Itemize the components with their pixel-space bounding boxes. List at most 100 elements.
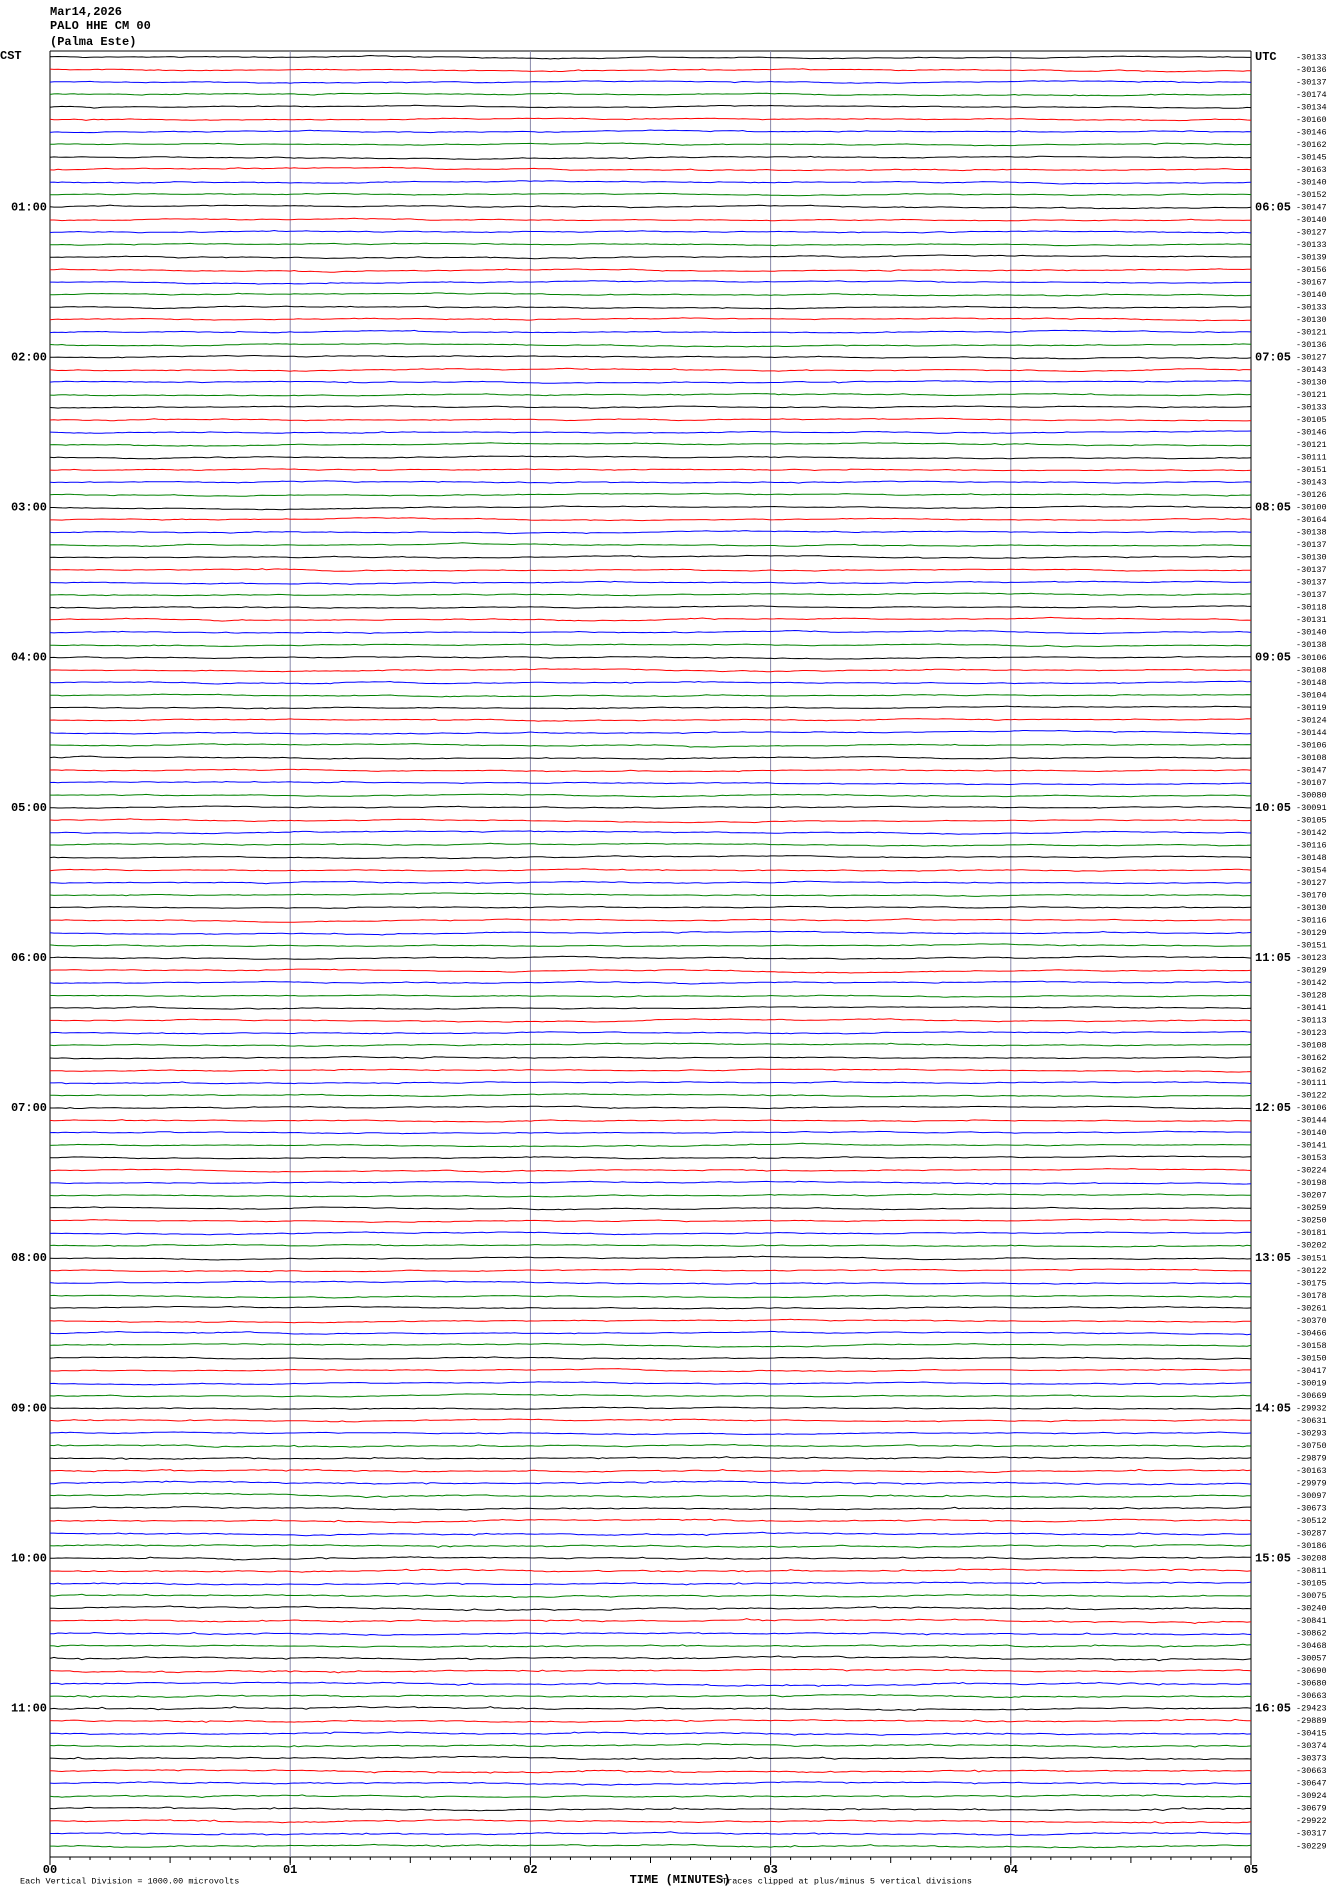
trace-offset-label: -30466 <box>1296 1328 1327 1338</box>
trace <box>50 1506 1251 1511</box>
trace-offset-label: -30123 <box>1296 953 1327 963</box>
trace <box>49 1431 1252 1436</box>
trace <box>49 542 1252 548</box>
trace-offset-label: -30091 <box>1296 803 1327 813</box>
trace-offset-label: -30631 <box>1296 1416 1327 1426</box>
trace-offset-label: -30130 <box>1296 315 1327 325</box>
trace-offset-label: -30151 <box>1296 1253 1327 1263</box>
trace-offset-label: -30679 <box>1296 1804 1327 1814</box>
trace <box>49 1655 1252 1662</box>
trace <box>50 1268 1252 1273</box>
trace-offset-label: -30144 <box>1296 1116 1327 1126</box>
trace <box>49 354 1252 360</box>
trace-offset-label: -30133 <box>1296 52 1327 62</box>
x-tick-label: 05 <box>1244 1863 1258 1877</box>
trace-offset-label: -30140 <box>1296 177 1327 187</box>
trace-offset-label: -30140 <box>1296 1128 1327 1138</box>
trace-offset-label: -30148 <box>1296 678 1327 688</box>
trace <box>49 1243 1252 1248</box>
trace-offset-label: -30924 <box>1296 1791 1327 1801</box>
trace <box>49 380 1252 384</box>
trace-offset-label: -30512 <box>1296 1516 1327 1526</box>
trace-offset-label: -30750 <box>1296 1441 1327 1451</box>
trace-offset-label: -29932 <box>1296 1403 1327 1413</box>
trace <box>49 1206 1251 1211</box>
trace-offset-label: -30415 <box>1296 1729 1327 1739</box>
trace <box>49 1769 1251 1774</box>
left-time-label: 03:00 <box>11 501 47 515</box>
trace-offset-label: -30811 <box>1296 1566 1327 1576</box>
trace <box>49 1318 1251 1324</box>
trace-offset-label: -30250 <box>1296 1216 1327 1226</box>
trace <box>49 1793 1252 1799</box>
trace <box>49 1356 1252 1360</box>
trace-offset-label: -30287 <box>1296 1528 1327 1538</box>
trace <box>50 1556 1252 1561</box>
trace-offset-label: -30127 <box>1296 353 1327 363</box>
trace-offset-label: -30261 <box>1296 1303 1327 1313</box>
traces <box>49 54 1252 1849</box>
right-time-label: 12:05 <box>1255 1101 1291 1115</box>
right-time-label: 15:05 <box>1255 1551 1291 1565</box>
trace-offset-label: -30144 <box>1296 728 1327 738</box>
trace-offset-label: -30111 <box>1296 453 1327 463</box>
trace <box>49 1631 1252 1636</box>
trace <box>49 1294 1251 1299</box>
left-time-label: 07:00 <box>11 1101 47 1115</box>
trace-offset-label: -30162 <box>1296 1066 1327 1076</box>
trace-offset-label: -30019 <box>1296 1378 1327 1388</box>
trace <box>50 1105 1252 1110</box>
trace-offset-label: -30097 <box>1296 1491 1327 1501</box>
trace-offset-label: -30140 <box>1296 215 1327 225</box>
right-time-label: 08:05 <box>1255 501 1291 515</box>
trace <box>50 217 1251 222</box>
trace-offset-label: -30647 <box>1296 1779 1327 1789</box>
trace <box>49 955 1252 960</box>
trace-offset-label: -30163 <box>1296 165 1327 175</box>
x-axis-label: TIME (MINUTES) <box>630 1873 731 1887</box>
trace <box>49 668 1252 673</box>
trace-offset-label: -30122 <box>1296 1091 1327 1101</box>
trace-offset-label: -30142 <box>1296 828 1327 838</box>
trace <box>49 729 1252 735</box>
trace <box>49 1581 1252 1586</box>
trace <box>49 1142 1251 1148</box>
trace-offset-label: -30138 <box>1296 640 1327 650</box>
trace-offset-label: -30162 <box>1296 140 1327 150</box>
trace-offset-label: -30134 <box>1296 102 1327 112</box>
trace <box>50 1843 1252 1849</box>
trace <box>49 1643 1252 1648</box>
trace-offset-label: -30143 <box>1296 478 1327 488</box>
trace-offset-label: -30178 <box>1296 1291 1327 1301</box>
left-time-label: 09:00 <box>11 1401 47 1415</box>
trace-offset-label: -30158 <box>1296 1341 1327 1351</box>
trace <box>49 1193 1251 1198</box>
trace-offset-label: -30240 <box>1296 1604 1327 1614</box>
trace-offset-label: -30147 <box>1296 765 1327 775</box>
trace <box>49 880 1252 885</box>
trace <box>50 1018 1252 1023</box>
trace-offset-label: -30224 <box>1296 1166 1327 1176</box>
trace <box>50 830 1252 835</box>
right-time-label: 07:05 <box>1255 350 1291 364</box>
left-time-label: 01:00 <box>11 200 47 214</box>
trace <box>49 554 1252 559</box>
trace <box>50 580 1252 585</box>
trace-offset-label: -30130 <box>1296 378 1327 388</box>
trace-offset-label: -30164 <box>1296 515 1327 525</box>
left-time-label: 02:00 <box>11 350 47 364</box>
trace-offset-label: -30140 <box>1296 628 1327 638</box>
left-time-label: 08:00 <box>11 1251 47 1265</box>
trace-offset-label: -30113 <box>1296 1016 1327 1026</box>
right-time-label: 10:05 <box>1255 801 1291 815</box>
trace <box>49 605 1252 609</box>
trace <box>50 242 1252 247</box>
trace-offset-label: -30152 <box>1296 190 1327 200</box>
trace <box>49 80 1252 84</box>
trace-offset-label: -30374 <box>1296 1741 1327 1751</box>
trace <box>49 1443 1252 1448</box>
trace <box>49 1042 1252 1047</box>
trace-offset-label: -30317 <box>1296 1829 1327 1839</box>
trace <box>49 317 1251 322</box>
